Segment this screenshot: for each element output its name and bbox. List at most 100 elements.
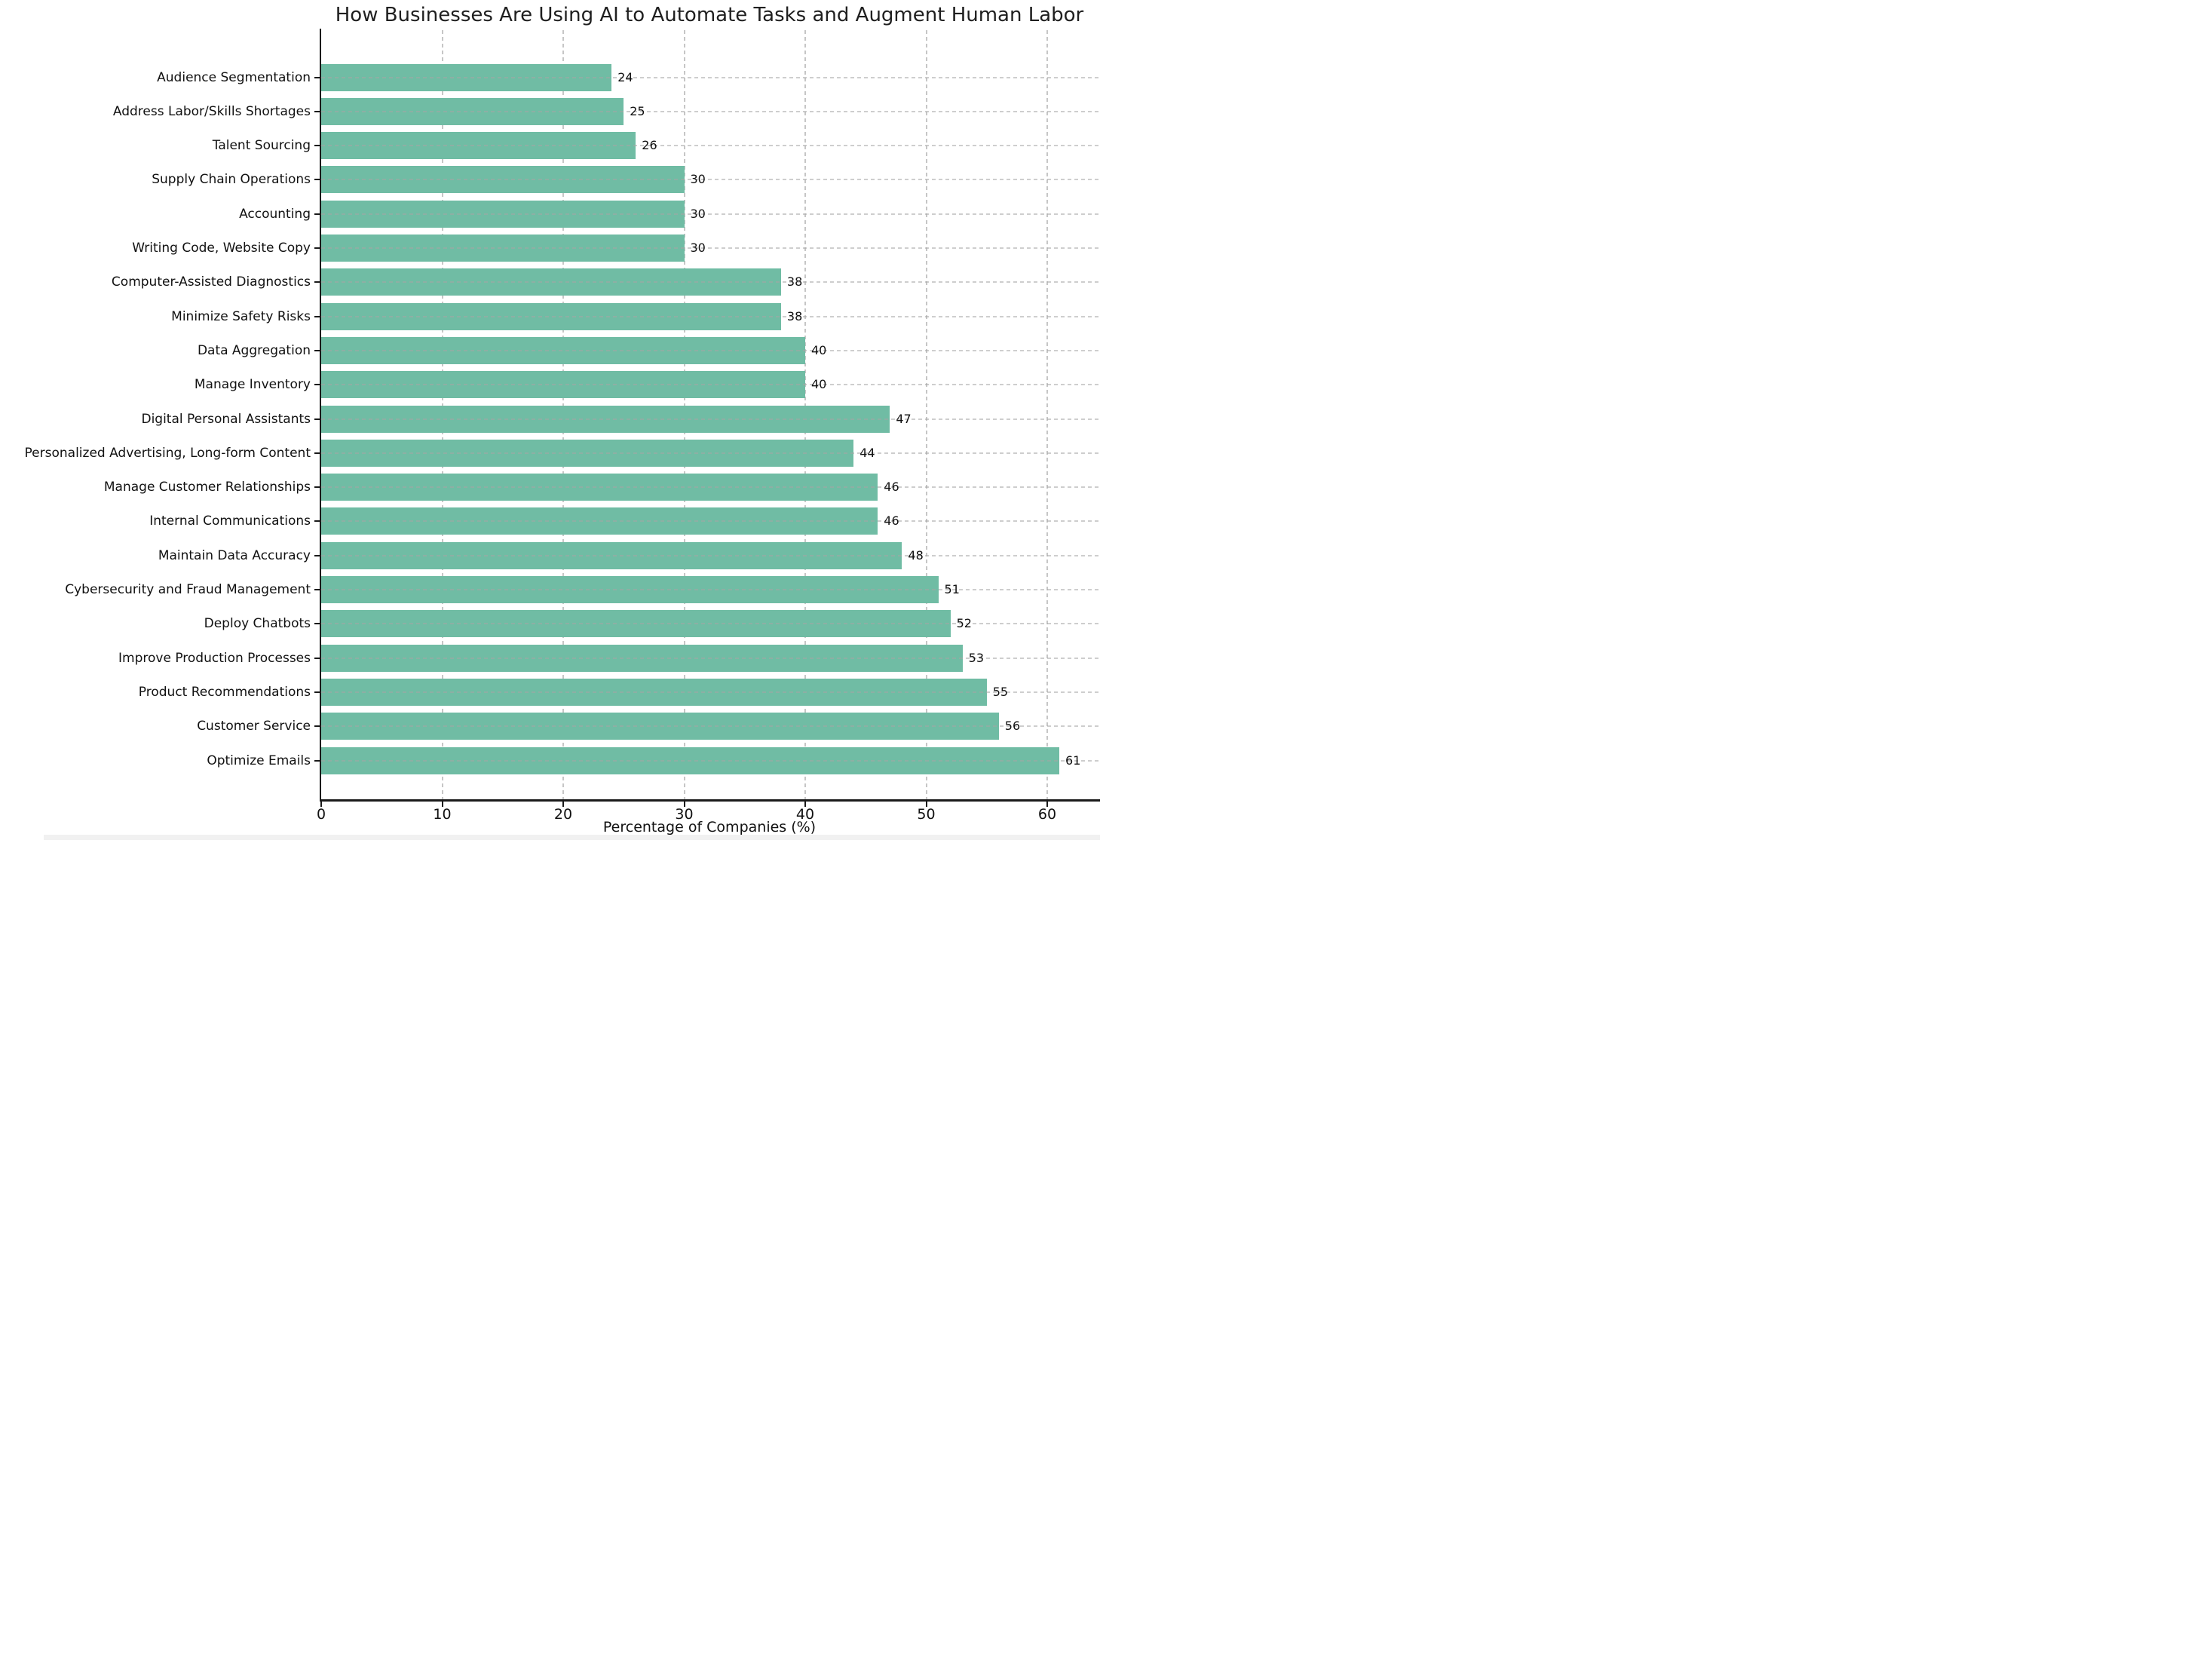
y-tick: [314, 349, 320, 351]
category-label: Internal Communications: [149, 514, 311, 529]
category-label: Digital Personal Assistants: [141, 411, 311, 427]
h-gridline: [321, 452, 1100, 454]
y-tick: [314, 725, 320, 728]
bar-value-label: 52: [956, 616, 972, 631]
y-tick: [314, 452, 320, 454]
x-tick-label: 10: [433, 806, 452, 823]
category-label: Manage Customer Relationships: [103, 480, 311, 495]
bar-value-label: 61: [1065, 753, 1081, 768]
h-gridline: [321, 554, 1100, 556]
bottom-strip: [44, 835, 1100, 840]
bar-value-label: 30: [690, 172, 706, 187]
x-tick-label: 40: [795, 806, 815, 823]
x-tick-label: 20: [553, 806, 573, 823]
h-gridline: [321, 145, 1100, 147]
y-axis-labels: Audience Segmentation Address Labor/Skill…: [0, 30, 311, 799]
y-tick: [314, 657, 320, 659]
h-gridline: [321, 725, 1100, 728]
v-gridline: [1046, 30, 1048, 799]
y-axis-spine: [320, 29, 321, 801]
category-label: Deploy Chatbots: [204, 616, 311, 632]
y-tick: [314, 589, 320, 590]
category-label: Customer Service: [197, 719, 311, 734]
h-gridline: [321, 349, 1100, 351]
category-label: Minimize Safety Risks: [171, 308, 311, 324]
y-tick: [314, 759, 320, 762]
bar-value-label: 25: [630, 103, 645, 118]
category-label: Manage Inventory: [194, 377, 311, 393]
h-gridline: [321, 76, 1100, 78]
y-tick: [314, 110, 320, 112]
y-tick: [314, 520, 320, 523]
category-label: Improve Production Processes: [118, 650, 311, 666]
x-tick: [562, 802, 564, 807]
bar-value-label: 46: [884, 514, 899, 529]
h-gridline: [321, 179, 1100, 181]
y-tick: [314, 315, 320, 317]
v-gridline: [925, 30, 927, 799]
h-gridline: [321, 247, 1100, 249]
category-label: Accounting: [239, 206, 311, 222]
y-tick: [314, 418, 320, 420]
chart-figure: How Businesses Are Using AI to Automate …: [0, 0, 1100, 840]
x-tick: [804, 802, 806, 807]
x-tick-label: 0: [316, 806, 326, 823]
category-label: Maintain Data Accuracy: [158, 547, 311, 563]
category-label: Address Labor/Skills Shortages: [112, 103, 311, 119]
x-tick: [683, 802, 685, 807]
h-gridline: [321, 213, 1100, 215]
bar-value-label: 30: [690, 241, 706, 255]
x-tick: [925, 802, 927, 807]
h-gridline: [321, 657, 1100, 659]
category-label: Audience Segmentation: [157, 69, 311, 85]
h-gridline: [321, 281, 1100, 284]
x-tick: [1046, 802, 1048, 807]
y-tick: [314, 145, 320, 147]
h-gridline: [321, 623, 1100, 625]
bar-value-label: 40: [811, 377, 827, 392]
h-gridline: [321, 384, 1100, 386]
h-gridline: [321, 110, 1100, 112]
h-gridline: [321, 759, 1100, 762]
y-tick: [314, 486, 320, 489]
x-tick-label: 60: [1037, 806, 1057, 823]
x-axis-spine: [320, 799, 1100, 802]
y-tick: [314, 179, 320, 181]
y-tick: [314, 554, 320, 556]
category-label: Talent Sourcing: [212, 138, 311, 154]
y-tick: [314, 691, 320, 693]
bar-value-label: 40: [811, 342, 827, 357]
bar-value-label: 44: [859, 445, 875, 460]
y-tick: [314, 247, 320, 249]
x-axis-label: Percentage of Companies (%): [602, 819, 817, 835]
y-tick: [314, 76, 320, 78]
h-gridline: [321, 691, 1100, 693]
bar-value-label: 56: [1004, 719, 1021, 734]
plot-area: 24 25 26 30 30 30 38 38 40 40 47 44 46 46 48 51 52 53 55 56…: [321, 30, 1100, 799]
category-label: Cybersecurity and Fraud Management: [65, 582, 311, 597]
bar-value-label: 38: [786, 274, 803, 290]
category-label: Supply Chain Operations: [152, 172, 311, 188]
bar-value-label: 53: [968, 650, 984, 665]
h-gridline: [321, 418, 1100, 420]
x-tick: [320, 802, 322, 807]
bar-value-label: 24: [617, 69, 633, 84]
h-gridline: [321, 589, 1100, 590]
bar-value-label: 51: [944, 582, 960, 596]
y-tick: [314, 384, 320, 386]
category-label: Computer-Assisted Diagnostics: [111, 274, 311, 290]
bar-value-label: 48: [908, 547, 924, 563]
y-tick: [314, 213, 320, 215]
x-tick-label: 30: [675, 806, 694, 823]
category-label: Data Aggregation: [197, 342, 311, 358]
h-gridline: [321, 520, 1100, 523]
x-tick-label: 50: [917, 806, 936, 823]
h-gridline: [321, 315, 1100, 317]
bar-value-label: 38: [786, 308, 803, 323]
h-gridline: [321, 486, 1100, 489]
category-label: Personalized Advertising, Long-form Cont…: [24, 445, 311, 461]
category-label: Writing Code, Website Copy: [132, 241, 311, 256]
y-tick: [314, 623, 320, 625]
bar-value-label: 30: [690, 206, 706, 221]
bar-value-label: 26: [642, 138, 657, 153]
